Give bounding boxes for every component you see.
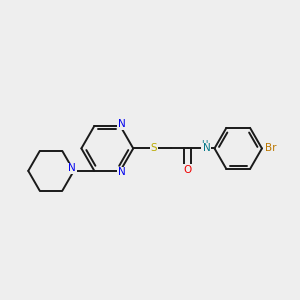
Text: N: N bbox=[203, 143, 211, 153]
Text: N: N bbox=[118, 119, 126, 129]
Text: O: O bbox=[184, 165, 192, 175]
Text: S: S bbox=[151, 143, 157, 153]
Text: H: H bbox=[201, 140, 208, 149]
Text: Br: Br bbox=[265, 143, 277, 153]
Text: N: N bbox=[118, 167, 126, 178]
Text: N: N bbox=[68, 163, 76, 173]
